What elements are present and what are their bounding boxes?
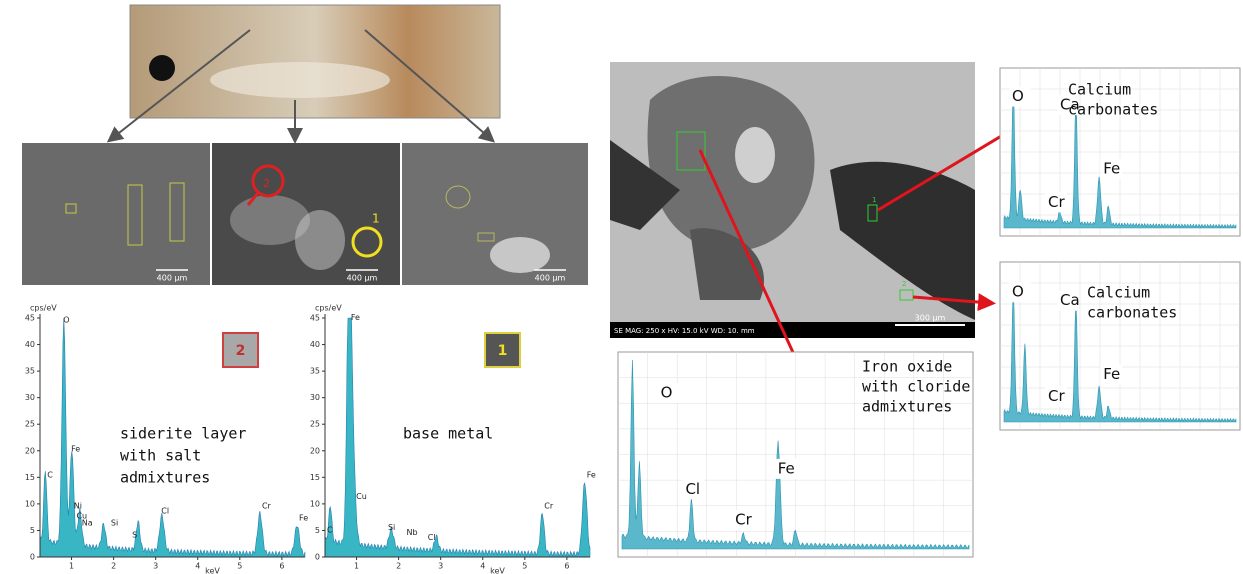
- caption: carbonates: [1068, 101, 1158, 119]
- badge-label: 2: [236, 343, 246, 359]
- peak-label: S: [132, 530, 137, 539]
- peak-label: Fe: [71, 444, 80, 453]
- y-tick-label: 40: [310, 340, 320, 349]
- y-unit: cps/eV: [30, 304, 57, 313]
- caption: Calcium: [1087, 284, 1150, 302]
- plate-hole: [149, 55, 175, 81]
- peak-label: Cr: [262, 502, 272, 511]
- peak-label: Fe: [587, 471, 596, 480]
- x-tick-label: 3: [438, 562, 443, 571]
- peak-label: O: [63, 315, 69, 324]
- peak-label: Si: [388, 523, 395, 532]
- caption: admixtures: [120, 469, 210, 487]
- y-tick-label: 5: [315, 526, 320, 535]
- sem-info: SE MAG: 250 x HV: 15.0 kV WD: 10. mm: [614, 327, 755, 335]
- y-tick-label: 25: [310, 420, 320, 429]
- y-tick-label: 25: [25, 420, 35, 429]
- y-tick-label: 0: [30, 553, 35, 562]
- peak-label: Fe: [299, 514, 308, 523]
- peak-label: Cu: [356, 492, 367, 501]
- element-label: Cr: [735, 511, 752, 529]
- image-marker: 1: [372, 212, 380, 226]
- x-tick-label: 2: [111, 562, 116, 571]
- element-label: O: [1012, 87, 1024, 105]
- caption: Calcium: [1068, 81, 1131, 99]
- y-unit: cps/eV: [315, 304, 342, 313]
- caption: siderite layer: [120, 425, 246, 443]
- figure: 2 1 400 µm400 µm400 µm 05101520253035404…: [0, 0, 1243, 574]
- caption: admixtures: [862, 398, 952, 416]
- element-label: Ca: [1060, 291, 1080, 309]
- peak-label: Ni: [74, 502, 82, 511]
- element-label: O: [1012, 283, 1024, 301]
- peak-label: Nb: [407, 528, 418, 537]
- y-tick-label: 35: [25, 367, 35, 376]
- x-tick-label: 3: [153, 562, 158, 571]
- peak-label: Cl: [428, 533, 436, 542]
- y-tick-label: 45: [25, 314, 35, 323]
- y-tick-label: 35: [310, 367, 320, 376]
- y-tick-label: 15: [25, 473, 35, 482]
- caption: with salt: [120, 447, 201, 465]
- element-label: O: [661, 384, 673, 402]
- x-tick-label: 5: [237, 562, 242, 571]
- caption: base metal: [403, 425, 493, 443]
- y-tick-label: 20: [310, 446, 320, 455]
- x-tick-label: 5: [522, 562, 527, 571]
- peak-label: Fe: [351, 313, 360, 322]
- peak-label: C: [327, 526, 333, 535]
- y-tick-label: 5: [30, 526, 35, 535]
- plate-stain: [210, 62, 390, 98]
- peak-label: Cr: [544, 502, 554, 511]
- y-tick-label: 20: [25, 446, 35, 455]
- element-label: Fe: [1103, 365, 1120, 383]
- peak-label: Na: [82, 518, 93, 527]
- x-tick-label: 4: [195, 562, 200, 571]
- x-tick-label: 6: [564, 562, 569, 571]
- scale-bar-label: 400 µm: [535, 274, 566, 283]
- image-marker: 2: [263, 177, 270, 190]
- x-unit: keV: [205, 567, 220, 574]
- x-tick-label: 6: [279, 562, 284, 571]
- y-tick-label: 10: [25, 499, 35, 508]
- caption: carbonates: [1087, 304, 1177, 322]
- y-tick-label: 40: [25, 340, 35, 349]
- sem-image: [402, 143, 588, 285]
- caption: Iron oxide: [862, 358, 952, 376]
- element-label: Cl: [685, 480, 700, 498]
- sample-plate: [130, 5, 500, 118]
- peak-label: Si: [111, 518, 118, 527]
- x-tick-label: 1: [69, 562, 74, 571]
- badge-label: 1: [498, 343, 508, 359]
- scale-bar-label: 400 µm: [347, 274, 378, 283]
- scale-bar-label: 400 µm: [157, 274, 188, 283]
- element-label: Cr: [1048, 193, 1065, 211]
- peak-label: Cl: [161, 506, 169, 515]
- sem-image: [22, 143, 210, 285]
- y-tick-label: 30: [25, 393, 35, 402]
- caption: with cloride: [862, 378, 970, 396]
- y-tick-label: 10: [310, 499, 320, 508]
- scale-bar-label: 300 µm: [915, 314, 946, 323]
- element-label: Fe: [778, 459, 795, 477]
- x-unit: keV: [490, 567, 505, 574]
- y-tick-label: 15: [310, 473, 320, 482]
- peak-label: C: [47, 471, 53, 480]
- element-label: Fe: [1103, 159, 1120, 177]
- y-tick-label: 30: [310, 393, 320, 402]
- x-tick-label: 4: [480, 562, 485, 571]
- y-tick-label: 45: [310, 314, 320, 323]
- x-tick-label: 2: [396, 562, 401, 571]
- point-marker: 1: [872, 196, 876, 204]
- point-marker: 2: [902, 280, 906, 288]
- element-label: Cr: [1048, 387, 1065, 405]
- x-tick-label: 1: [354, 562, 359, 571]
- y-tick-label: 0: [315, 553, 320, 562]
